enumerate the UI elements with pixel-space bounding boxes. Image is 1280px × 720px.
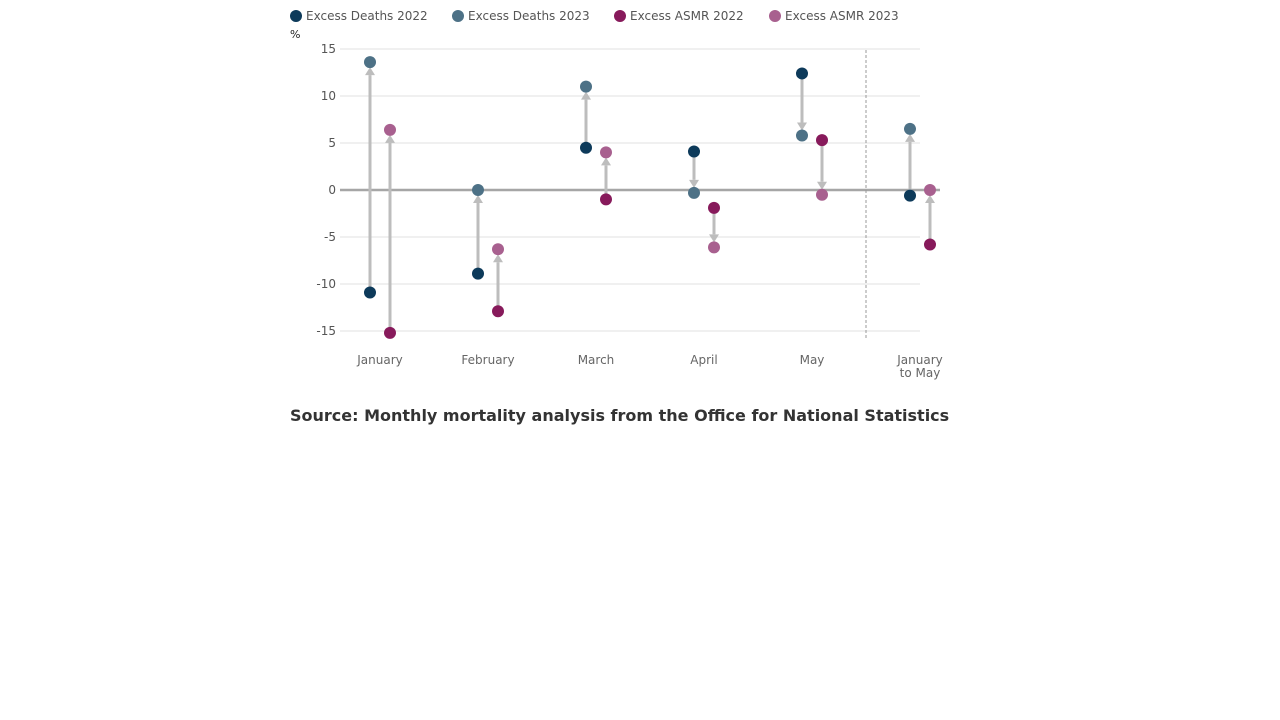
data-point: [364, 286, 376, 299]
change-arrow-head: [581, 91, 591, 100]
legend-swatch: [452, 9, 464, 22]
legend-label: Excess ASMR 2023: [785, 9, 899, 23]
change-arrow-head: [689, 179, 699, 188]
change-arrow-head: [365, 67, 375, 76]
data-point: [816, 134, 828, 147]
data-point: [600, 193, 612, 206]
data-point: [816, 188, 828, 201]
change-arrow-head: [709, 234, 719, 243]
x-category-label: January: [896, 353, 943, 367]
change-arrow-head: [797, 122, 807, 131]
data-point: [600, 146, 612, 159]
y-tick-label: -15: [316, 324, 336, 338]
data-point: [472, 267, 484, 280]
legend-item: Excess ASMR 2022: [614, 6, 744, 26]
y-tick-label: 15: [321, 42, 336, 56]
legend-swatch: [290, 9, 302, 22]
data-point: [796, 129, 808, 142]
x-category-label: April: [690, 353, 717, 367]
change-arrow-head: [601, 157, 611, 166]
data-point: [472, 184, 484, 196]
y-tick-label: -5: [324, 230, 336, 244]
x-category-label: March: [578, 353, 615, 367]
change-arrow-head: [925, 195, 935, 203]
data-point: [384, 326, 396, 339]
data-point: [580, 80, 592, 93]
x-category-label: May: [800, 353, 825, 367]
y-tick-label: 0: [328, 183, 336, 197]
y-tick-label: -10: [316, 277, 336, 291]
x-category-label: to May: [900, 366, 941, 380]
x-category-label: January: [356, 353, 403, 367]
change-arrow-head: [905, 133, 915, 142]
change-arrow-head: [473, 195, 483, 203]
data-point: [708, 241, 720, 254]
legend-label: Excess ASMR 2022: [630, 9, 744, 23]
data-point: [384, 123, 396, 136]
data-point: [492, 243, 504, 256]
legend-swatch: [614, 9, 626, 22]
legend-item: Excess Deaths 2023: [452, 6, 590, 26]
data-point: [580, 141, 592, 154]
change-arrow-head: [817, 181, 827, 190]
data-point: [688, 186, 700, 199]
data-point: [796, 67, 808, 80]
data-point: [364, 56, 376, 69]
y-tick-label: 10: [321, 89, 336, 103]
data-point: [688, 145, 700, 158]
change-arrow-head: [493, 254, 503, 263]
data-point: [924, 184, 936, 196]
data-point: [492, 305, 504, 318]
y-tick-label: 5: [328, 136, 336, 150]
legend-swatch: [769, 9, 781, 22]
source-note: Source: Monthly mortality analysis from …: [290, 406, 950, 425]
x-category-label: February: [461, 353, 514, 367]
legend-label: Excess Deaths 2023: [468, 9, 590, 23]
data-point: [904, 122, 916, 135]
data-point: [904, 189, 916, 202]
legend-item: Excess Deaths 2022: [290, 6, 428, 26]
data-point: [924, 238, 936, 251]
data-point: [708, 201, 720, 214]
dumbbell-chart: % 15 10 5 0 -5 -10 -15 January February March April…: [290, 28, 943, 380]
y-axis-unit-label: %: [290, 28, 300, 41]
legend-label: Excess Deaths 2022: [306, 9, 428, 23]
change-arrow-head: [385, 134, 395, 143]
legend-item: Excess ASMR 2023: [769, 6, 899, 26]
